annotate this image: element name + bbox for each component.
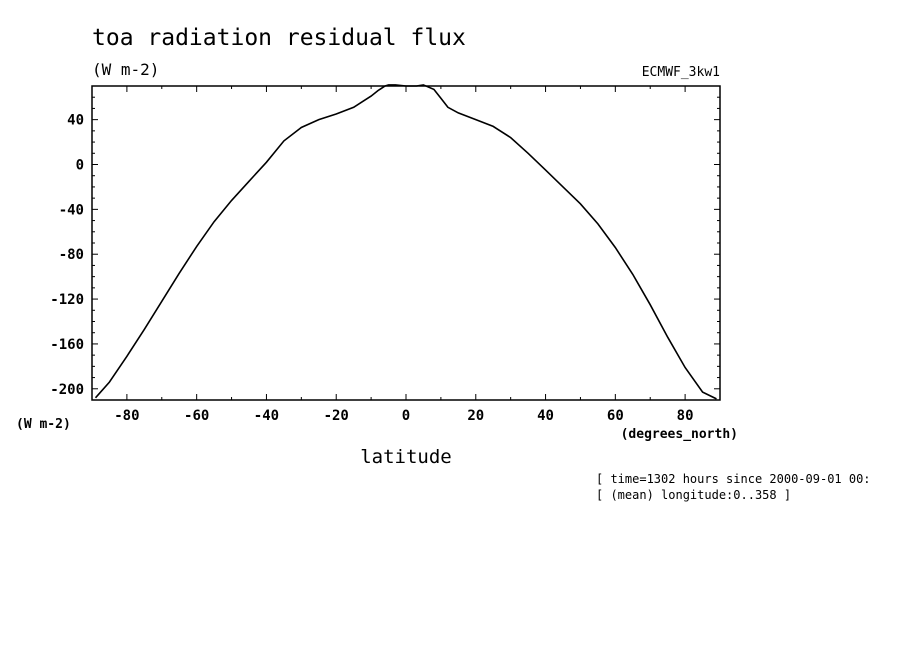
y-axis-label: (W m-2) (16, 417, 71, 432)
x-axis-label: latitude (360, 446, 452, 468)
y-tick-label: -200 (50, 382, 84, 398)
x-tick-label: 40 (537, 408, 554, 424)
x-tick-label: -40 (254, 408, 279, 424)
y-tick-label: -40 (59, 202, 84, 218)
axis-ticks (91, 85, 721, 400)
time-info: [ time=1302 hours since 2000-09-01 00: (596, 472, 871, 486)
y-tick-label: -120 (50, 292, 84, 308)
x-tick-label: 0 (402, 408, 410, 424)
chart-units: (W m-2) (92, 60, 159, 79)
dataset-label: ECMWF_3kw1 (642, 65, 720, 80)
chart-title: toa radiation residual flux (92, 25, 466, 51)
y-tick-label: -80 (59, 247, 84, 263)
longitude-info: [ (mean) longitude:0..358 ] (596, 488, 791, 502)
y-tick-label: 40 (67, 113, 84, 129)
y-tick-label: -160 (50, 337, 84, 353)
series-line (94, 84, 717, 400)
x-tick-label: -60 (184, 408, 209, 424)
x-tick-labels: -80 -60 -40 -20 0 20 40 60 80 (114, 408, 693, 424)
x-tick-label: 20 (467, 408, 484, 424)
x-tick-label: -80 (114, 408, 139, 424)
x-tick-label: 80 (677, 408, 694, 424)
x-tick-label: 60 (607, 408, 624, 424)
y-tick-labels: 40 0 -40 -80 -120 -160 -200 (50, 113, 84, 398)
x-tick-label: -20 (324, 408, 349, 424)
y-tick-label: 0 (76, 158, 84, 174)
plot-frame (91, 85, 721, 401)
x-axis-units: (degrees_north) (621, 427, 738, 442)
